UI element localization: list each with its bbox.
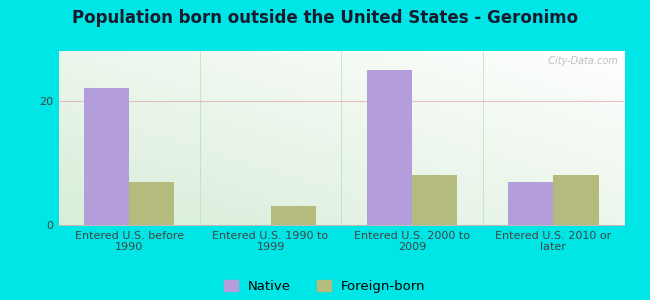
- Bar: [553, 175, 599, 225]
- Bar: [367, 70, 412, 225]
- Bar: [84, 88, 129, 225]
- Text: City-Data.com: City-Data.com: [543, 56, 618, 66]
- Bar: [508, 182, 553, 225]
- Legend: Native, Foreign-born: Native, Foreign-born: [219, 275, 431, 299]
- Text: Population born outside the United States - Geronimo: Population born outside the United State…: [72, 9, 578, 27]
- Bar: [129, 182, 174, 225]
- Bar: [270, 206, 316, 225]
- Bar: [412, 175, 457, 225]
